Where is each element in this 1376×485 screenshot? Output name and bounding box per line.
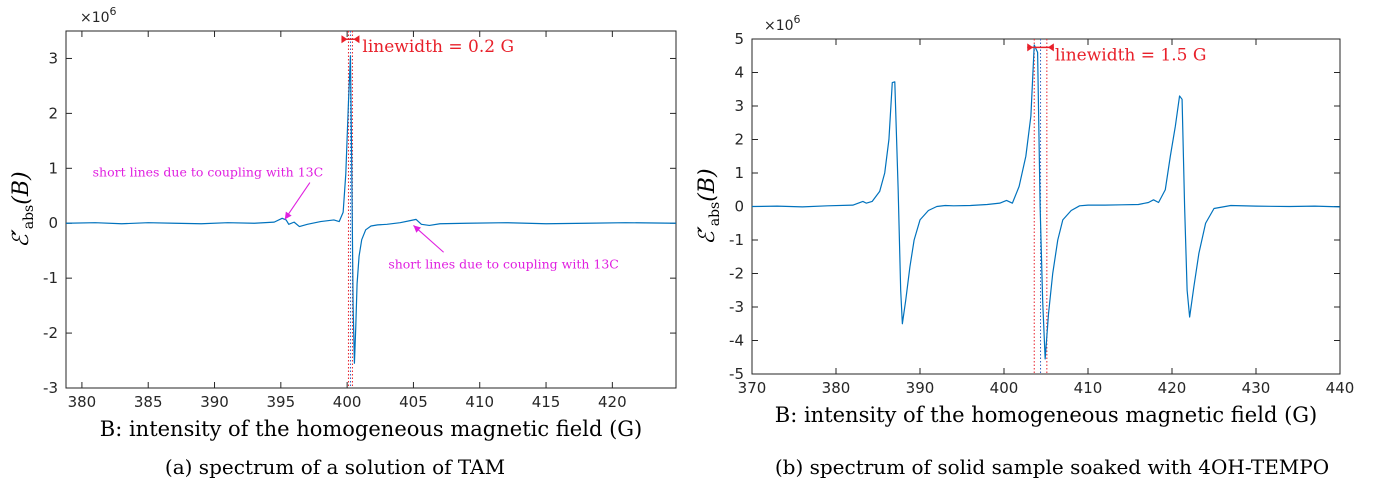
y-exponent-label: ×106	[80, 5, 117, 26]
x-axis-label: B: intensity of the homogeneous magnetic…	[775, 403, 1317, 427]
x-axis-label: B: intensity of the homogeneous magnetic…	[100, 417, 642, 441]
x-tick-label: 390	[906, 379, 935, 397]
y-axis-label: ℰ′abs(B)	[9, 171, 37, 247]
x-tick-label: 385	[134, 393, 163, 411]
y-tick-label: -3	[729, 298, 744, 316]
x-tick-label: 400	[990, 379, 1019, 397]
y-tick-label: 2	[48, 104, 58, 122]
y-axis-label: ℰ′abs(B)	[695, 168, 723, 244]
spectrum-line	[751, 44, 1341, 360]
linewidth-arrowhead-right	[1047, 43, 1054, 52]
annotation-arrowhead	[284, 211, 292, 220]
x-tick-label: 370	[738, 379, 767, 397]
annotation-arrow	[284, 182, 311, 220]
y-tick-label: 3	[48, 49, 58, 67]
x-tick-label: 410	[465, 393, 494, 411]
y-tick-label: -1	[43, 269, 58, 287]
x-tick-label: 405	[399, 393, 428, 411]
y-tick-label: 2	[734, 131, 744, 149]
plot-frame	[65, 30, 677, 389]
x-tick-label: 400	[333, 393, 362, 411]
chart-b-svg: 370 380 390 400 410 420 430 440 -5 -4 -3 -2 -1 0 1 2 3 4 5…	[695, 13, 1355, 479]
y-tick-label: -3	[43, 379, 58, 397]
annotation-text: short lines due to coupling with 13C	[93, 165, 324, 180]
x-tick-label: 390	[200, 393, 229, 411]
y-tick-label: -2	[43, 324, 58, 342]
y-tick-label: 4	[734, 64, 744, 82]
x-tick-label: 380	[822, 379, 851, 397]
x-tick-label: 395	[267, 393, 296, 411]
chart-panel-a: 380 385 390 395 400 405 410 415 420 -3 -2 -1 0 1 2 3 ×10…	[9, 5, 677, 479]
y-tick-label: -1	[729, 231, 744, 249]
y-tick-label: 5	[734, 30, 744, 48]
chart-caption: (b) spectrum of solid sample soaked with…	[775, 455, 1329, 479]
y-tick-label: -2	[729, 265, 744, 283]
chart-a-svg: 380 385 390 395 400 405 410 415 420 -3 -2 -1 0 1 2 3 ×10…	[9, 5, 677, 479]
x-tick-label: 420	[1158, 379, 1187, 397]
linewidth-label: linewidth = 0.2 G	[362, 37, 514, 57]
y-tick-label: 1	[48, 159, 58, 177]
linewidth-arrowhead-right	[353, 35, 360, 44]
chart-panel-b: 370 380 390 400 410 420 430 440 -5 -4 -3 -2 -1 0 1 2 3 4 5…	[688, 0, 1376, 485]
y-tick-label: 3	[734, 97, 744, 115]
y-tick-label: 0	[48, 214, 58, 232]
annotation-arrowhead	[413, 225, 421, 233]
chart-caption: (a) spectrum of a solution of TAM	[165, 455, 505, 479]
linewidth-label: linewidth = 1.5 G	[1055, 45, 1207, 65]
y-exponent-label: ×106	[764, 13, 801, 34]
x-tick-label: 380	[68, 393, 97, 411]
x-tick-label: 415	[532, 393, 561, 411]
y-tick-label: -4	[729, 332, 744, 350]
linewidth-arrowhead-left	[1027, 43, 1034, 52]
x-tick-label: 440	[1326, 379, 1355, 397]
annotation-text: short lines due to coupling with 13C	[388, 256, 619, 271]
y-tick-label: -5	[729, 365, 744, 383]
spectrum-line	[65, 55, 677, 364]
x-tick-label: 410	[1074, 379, 1103, 397]
x-tick-label: 430	[1242, 379, 1271, 397]
y-tick-label: 0	[734, 198, 744, 216]
y-tick-label: 1	[734, 164, 744, 182]
x-tick-label: 420	[598, 393, 627, 411]
linewidth-arrowhead-left	[341, 35, 348, 44]
